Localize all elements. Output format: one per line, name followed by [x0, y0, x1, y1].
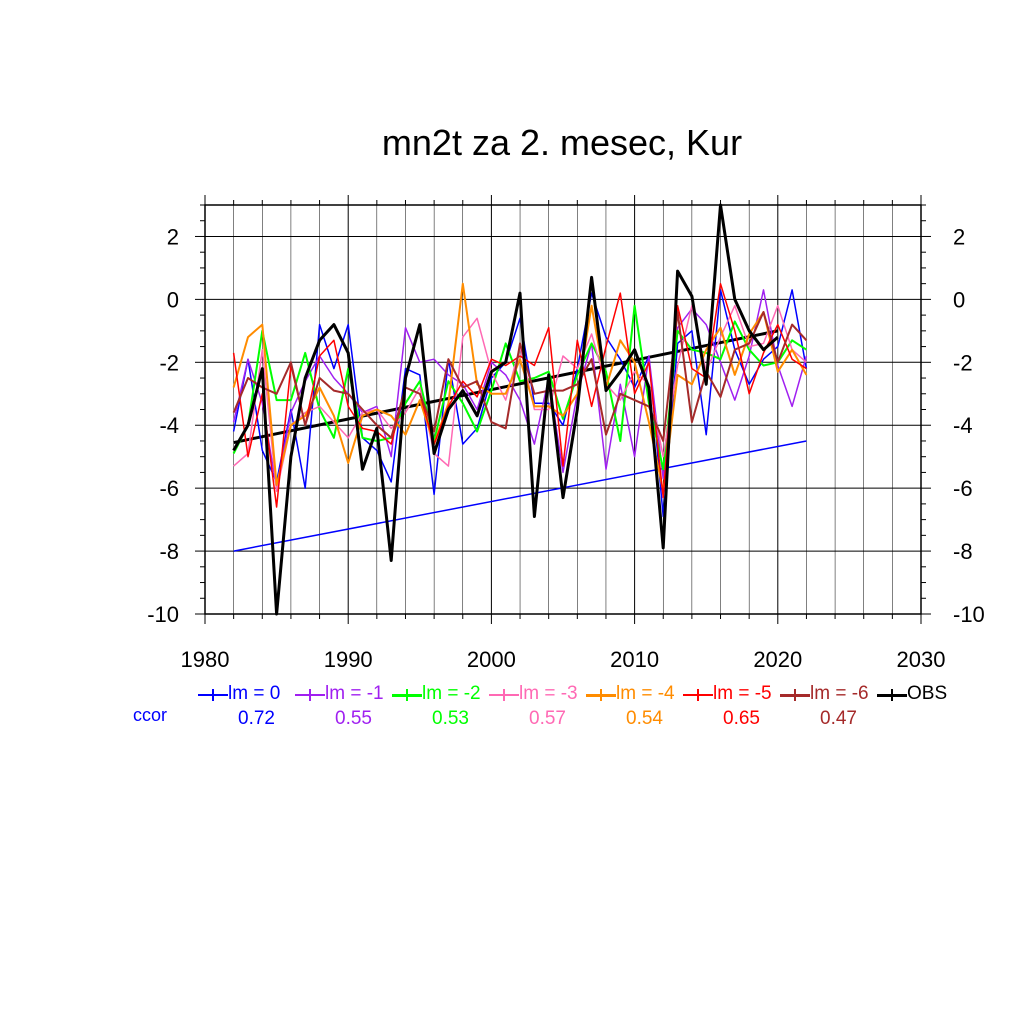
legend-swatch-tick: [406, 689, 408, 701]
y-tick-label-right: -4: [953, 413, 973, 438]
tick-layer: [195, 195, 931, 624]
legend-label: lm = -4: [616, 683, 675, 704]
y-tick-label-right: -8: [953, 539, 973, 564]
x-tick-label: 1990: [324, 647, 373, 672]
legend-swatch-tick: [794, 689, 796, 701]
series-line-lm-0: [232, 289, 808, 518]
legend-swatch-tick: [891, 689, 893, 701]
y-tick-label-left: -6: [159, 476, 179, 501]
legend-label: lm = -6: [810, 683, 869, 704]
trend-line: [233, 440, 807, 552]
chart-title: mn2t za 2. mesec, Kur: [381, 122, 743, 163]
series-line-lm-5: [232, 282, 807, 508]
plot-frame: [204, 204, 922, 615]
series-line-obs: [232, 203, 779, 616]
ccor-value: 0.57: [529, 708, 566, 729]
legend-label: lm = -1: [325, 683, 384, 704]
series-line-lm-6: [232, 311, 808, 442]
y-tick-label-left: -2: [159, 350, 179, 375]
legend-swatch-tick: [697, 689, 699, 701]
legend-label: OBS: [907, 683, 948, 704]
legend: lm = 0 0.72 lm = -1 0.55 lm = -2 0.53 lm = -3 0…: [0, 683, 1024, 733]
x-tick-label: 1980: [181, 647, 230, 672]
ccor-value: 0.65: [723, 708, 760, 729]
x-tick-label: 2010: [610, 647, 659, 672]
legend-swatch-tick: [503, 689, 505, 701]
y-tick-label-left: 0: [167, 287, 179, 312]
y-tick-label-left: -10: [147, 602, 179, 627]
y-tick-label-left: -4: [159, 413, 179, 438]
ccor-value: 0.72: [238, 708, 275, 729]
legend-label: lm = -5: [713, 683, 772, 704]
ccor-label: ccor: [133, 705, 168, 725]
legend-swatch-tick: [600, 689, 602, 701]
ccor-value: 0.47: [820, 708, 857, 729]
legend-swatch-tick: [309, 689, 311, 701]
y-tick-label-right: 2: [953, 224, 965, 249]
ccor-value: 0.55: [335, 708, 372, 729]
series-line-lm-2: [232, 304, 807, 471]
x-tick-label: 2000: [467, 647, 516, 672]
x-tick-label: 2020: [753, 647, 802, 672]
y-tick-label-right: -2: [953, 350, 973, 375]
y-tick-label-right: -6: [953, 476, 973, 501]
series-layer: [232, 203, 808, 616]
y-tick-label-left: -8: [159, 539, 179, 564]
y-tick-label-left: 2: [167, 224, 179, 249]
legend-label: lm = 0: [228, 683, 281, 704]
ccor-value: 0.53: [432, 708, 469, 729]
x-tick-label: 2030: [897, 647, 946, 672]
legend-label: lm = -3: [519, 683, 578, 704]
y-tick-label-right: -10: [953, 602, 985, 627]
legend-label: lm = -2: [422, 683, 481, 704]
legend-swatch-tick: [212, 689, 214, 701]
ccor-value: 0.54: [626, 708, 663, 729]
y-tick-label-right: 0: [953, 287, 965, 312]
